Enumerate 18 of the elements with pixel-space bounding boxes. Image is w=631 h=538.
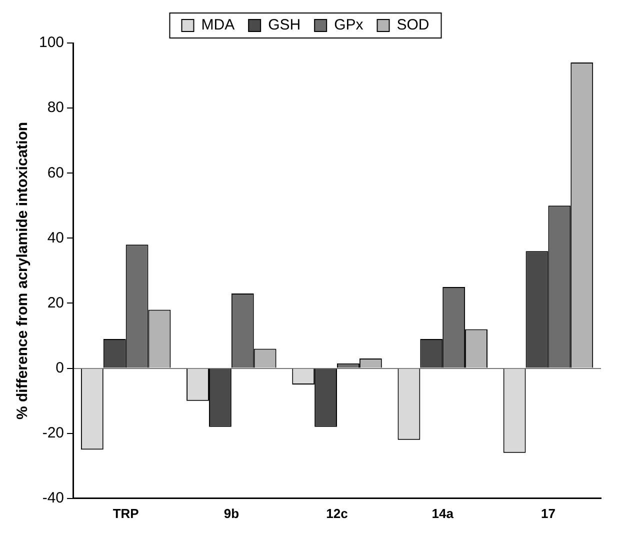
y-tick-label: 20: [47, 294, 64, 312]
x-tick-label: 9b: [224, 506, 240, 521]
x-tick-label: 14a: [432, 506, 454, 521]
y-tick-label: 100: [38, 34, 64, 52]
x-tick-label: TRP: [112, 506, 140, 521]
legend-label: GPx: [334, 16, 364, 34]
y-tick-label: 80: [47, 99, 64, 116]
y-tick-label: -20: [42, 424, 64, 442]
legend-label: MDA: [201, 16, 235, 34]
legend-label: SOD: [396, 16, 430, 34]
x-tick-label: 12c: [326, 506, 348, 521]
y-tick-label: 60: [47, 164, 64, 182]
x-tick-label: 17: [540, 506, 556, 521]
y-tick-label: -40: [42, 490, 64, 507]
y-tick-label: 40: [47, 229, 64, 246]
legend-label: GSH: [268, 16, 301, 34]
y-axis-title: % difference from acrylamide intoxication: [14, 122, 32, 420]
y-tick-label: 0: [56, 359, 64, 376]
